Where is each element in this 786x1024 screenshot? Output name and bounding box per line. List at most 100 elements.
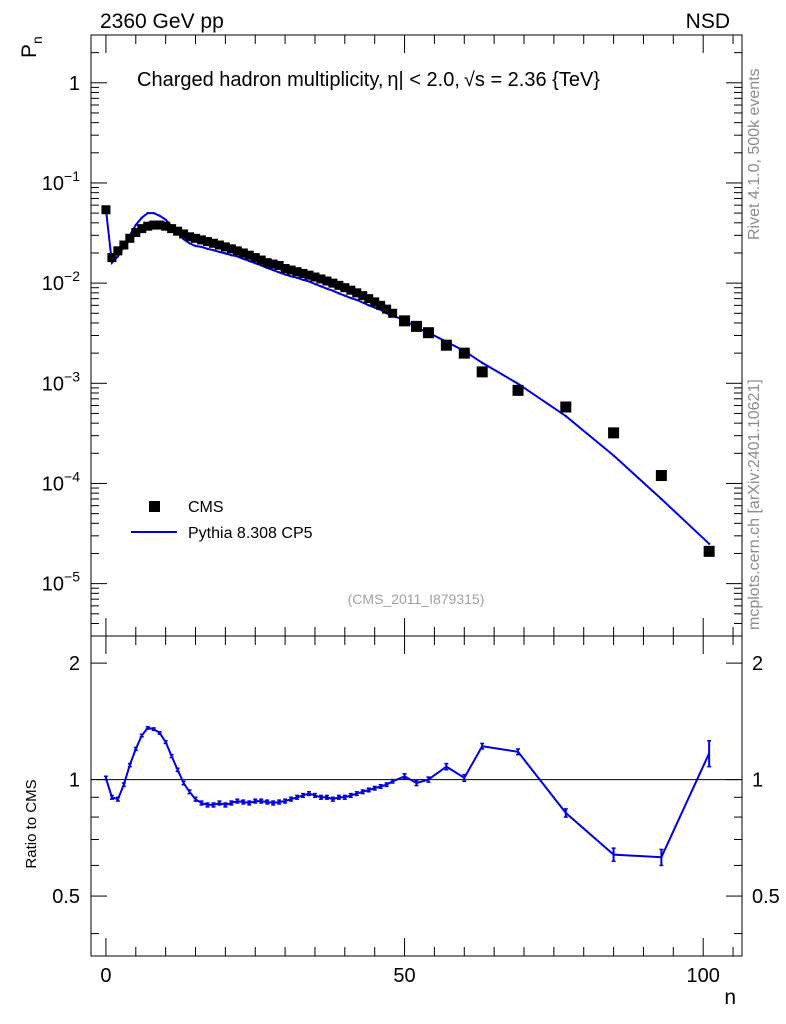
pythia-point (612, 454, 615, 457)
pythia-point (331, 289, 335, 292)
pythia-point (152, 211, 155, 215)
cms-point (411, 320, 422, 332)
cms-point (560, 401, 572, 413)
cms-point (131, 228, 141, 238)
cms-point (179, 229, 189, 239)
pythia-point (367, 304, 370, 307)
cms-point (382, 304, 392, 314)
cms-point (286, 265, 296, 275)
cms-point (268, 259, 278, 269)
cms-point (244, 250, 254, 260)
pythia-point (349, 296, 353, 300)
pythia-point (218, 250, 221, 254)
x-axis-label: n (724, 986, 736, 1009)
legend-cms-marker (149, 501, 160, 512)
cms-point (125, 233, 135, 243)
main-frame (90, 34, 743, 637)
cms-point (262, 258, 272, 268)
ratio-line (104, 726, 711, 859)
cms-point (399, 315, 411, 327)
y-tick-label-exp: −3 (64, 368, 80, 384)
ratio-y-tick-label: 2 (69, 653, 80, 675)
cms-point (292, 267, 302, 277)
x-tick-label: 100 (686, 965, 719, 987)
pythia-point (707, 542, 711, 545)
cms-point (220, 242, 230, 252)
cms-point (191, 233, 201, 243)
cms-point (476, 366, 488, 378)
pythia-point (564, 414, 568, 418)
pythia-point (158, 214, 161, 218)
x-tick-label: 50 (393, 965, 415, 987)
header-left: 2360 GeV pp (100, 10, 224, 33)
y-tick-label: 10−4 (42, 468, 80, 495)
ratio-axis-ticks: 0.5 0.5 1 1 2 2 0 50 100 (52, 636, 780, 987)
pythia-point (242, 257, 245, 260)
y-tick-label-base: 10 (42, 273, 64, 295)
cms-point (274, 260, 284, 270)
cms-point (107, 253, 117, 263)
pythia-point (325, 287, 329, 290)
pythia-point (212, 249, 215, 252)
y-tick-label: 1 (69, 73, 80, 95)
pythia-point (355, 298, 358, 302)
cms-point (202, 237, 212, 247)
pythia-point (301, 278, 305, 281)
pythia-point (373, 306, 376, 309)
pythia-point (516, 382, 520, 385)
cms-point (458, 347, 470, 359)
ratio-y-tick-label: 1 (69, 770, 80, 792)
y-tick-label: 10−3 (42, 368, 80, 395)
cms-point (304, 270, 314, 280)
analysis-id: (CMS_2011_I879315) (348, 591, 485, 607)
pythia-point (182, 237, 185, 241)
pythia-point (343, 294, 347, 297)
cms-point (256, 255, 266, 265)
pythia-point (361, 301, 364, 304)
legend-cms-label: CMS (188, 499, 224, 516)
pythia-point (295, 276, 299, 280)
cms-point (352, 288, 362, 298)
cms-series (101, 205, 715, 557)
pythia-line (104, 208, 710, 545)
cms-point (226, 244, 236, 254)
y-tick-label-exp: −2 (64, 268, 80, 284)
cms-point (101, 205, 111, 215)
cms-point (328, 278, 338, 288)
cms-point (238, 248, 248, 258)
cms-point (119, 240, 129, 250)
cms-point (167, 224, 177, 234)
pythia-series (104, 207, 711, 545)
cms-point (185, 232, 195, 242)
pythia-point (254, 262, 257, 265)
cms-point (334, 280, 344, 290)
pythia-point (146, 211, 149, 215)
cms-point (137, 224, 147, 234)
cms-point (298, 268, 308, 278)
legend-pythia-label: Pythia 8.308 CP5 (188, 525, 313, 542)
pythia-point (283, 273, 287, 276)
cms-point (316, 274, 326, 284)
pythia-point (337, 292, 341, 295)
cms-point (143, 221, 153, 231)
main-axis-ticks: 110−110−210−310−410−5 (42, 34, 742, 637)
cms-point (608, 427, 620, 439)
y-tick-label-base: 1 (69, 73, 80, 95)
cms-point (208, 238, 218, 248)
cms-point (346, 285, 356, 295)
cms-point (370, 297, 380, 307)
pythia-point (230, 254, 233, 257)
ratio-series (103, 725, 712, 867)
y-tick-label: 10−5 (42, 569, 80, 596)
cms-point (173, 226, 183, 236)
ratio-y-tick-label-right: 1 (752, 770, 763, 792)
cms-point (703, 545, 715, 557)
pythia-point (277, 271, 281, 274)
cms-point (358, 291, 368, 301)
cms-point (310, 272, 320, 282)
cms-point (422, 327, 434, 339)
y-tick-label-exp: −1 (64, 168, 80, 184)
cms-point (196, 235, 206, 245)
pythia-point (319, 285, 323, 288)
